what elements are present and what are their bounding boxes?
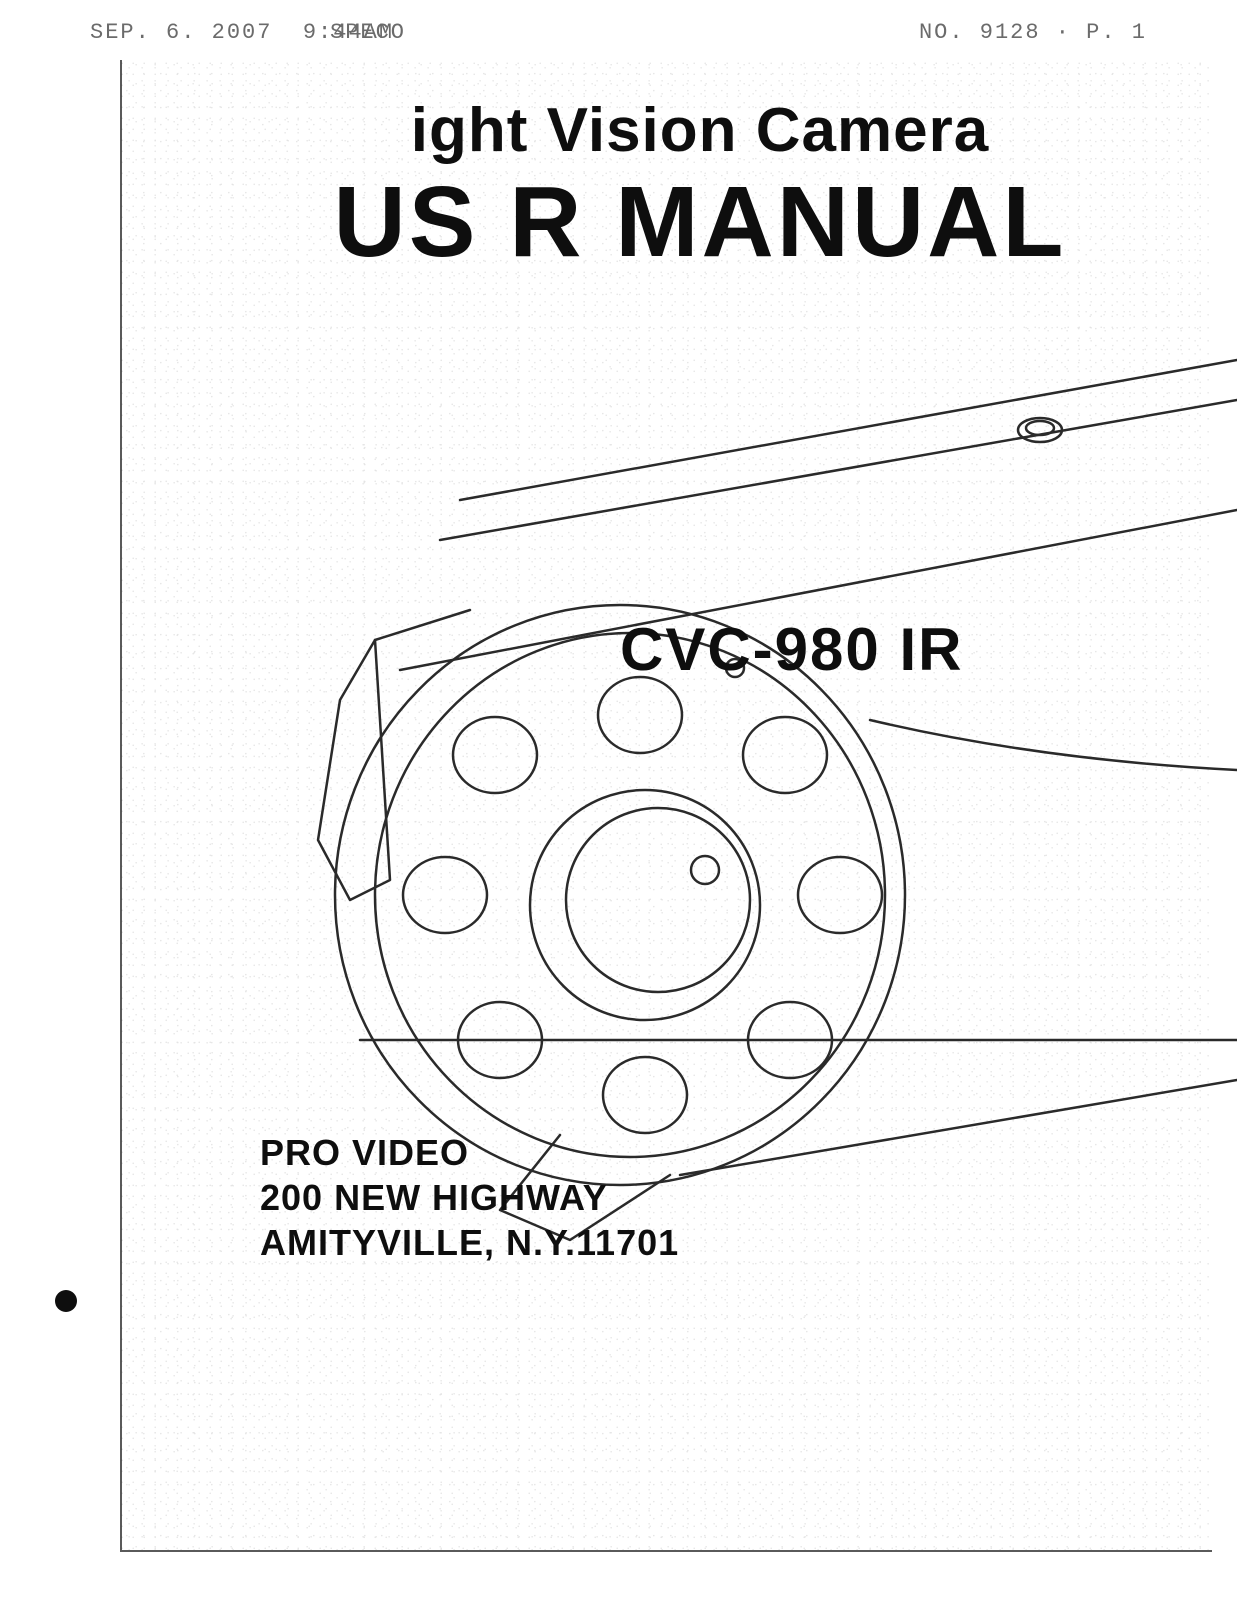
fax-header: SEP. 6. 2007 9:44AM SPECO NO. 9128 · P. … (0, 20, 1237, 50)
fax-ref: NO. 9128 · P. 1 (919, 20, 1147, 45)
fax-sender: SPECO (330, 20, 406, 45)
model-number: CVC-980 IR (620, 615, 963, 684)
address-line-city: AMITYVILLE, N.Y.11701 (260, 1220, 679, 1265)
address-line-street: 200 NEW HIGHWAY (260, 1175, 679, 1220)
address-block: PRO VIDEO 200 NEW HIGHWAY AMITYVILLE, N.… (260, 1130, 679, 1265)
punch-hole-icon (55, 1290, 77, 1312)
title-heading: US R MANUAL (200, 172, 1200, 272)
address-line-company: PRO VIDEO (260, 1130, 679, 1175)
camera-diagram (140, 340, 1237, 1260)
title-subheading: ight Vision Camera (200, 95, 1200, 166)
title-block: ight Vision Camera US R MANUAL (200, 95, 1200, 272)
